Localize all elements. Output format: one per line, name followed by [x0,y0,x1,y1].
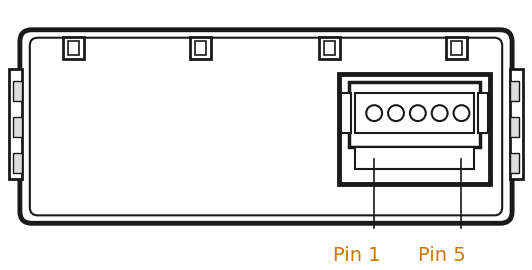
Circle shape [366,105,382,121]
Bar [350,82,480,147]
Bar [13,117,22,137]
Text: Pin 5: Pin 5 [418,246,466,265]
Bar [510,81,519,101]
Circle shape [454,105,469,121]
Bar [189,37,211,59]
Bar [13,81,22,101]
FancyBboxPatch shape [30,38,502,215]
Bar [195,41,206,55]
Bar [342,93,351,133]
Bar [446,37,468,59]
FancyBboxPatch shape [20,30,512,223]
Circle shape [432,105,447,121]
Bar [13,153,22,173]
Bar [355,147,475,169]
Bar [324,41,335,55]
Bar [451,41,462,55]
Circle shape [388,105,404,121]
Bar [510,69,523,179]
Bar [319,37,340,59]
Circle shape [410,105,426,121]
Bar [339,75,491,184]
Text: Pin 1: Pin 1 [334,246,381,265]
Bar [478,93,488,133]
Bar [355,93,475,133]
Bar [9,69,22,179]
Bar [510,153,519,173]
Bar [63,37,85,59]
Bar [510,117,519,137]
Bar [68,41,79,55]
